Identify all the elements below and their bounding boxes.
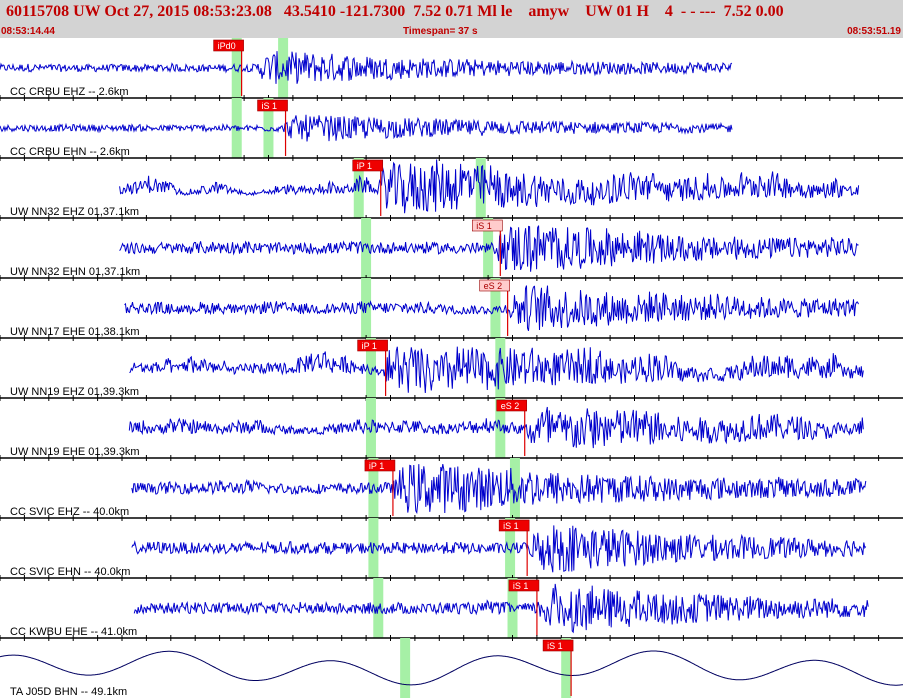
pick-label-box-4-1[interactable] [472,219,503,232]
pick-label-box-11-1[interactable] [542,639,574,652]
predicted-window-9-2 [505,518,516,578]
pick-label-7-1[interactable]: eS 2 [501,401,520,411]
station-label-6: UW NN19 EHZ 01,39.3km [10,386,139,398]
pick-label-box-8-1[interactable] [364,459,396,472]
station-label-1: CC CRBU EHZ -- 2.6km [10,86,129,98]
predicted-window-8-1 [368,458,379,518]
pick-label-3-1[interactable]: iP 1 [357,161,372,171]
pick-label-box-2-1[interactable] [257,99,288,112]
event-summary-line: 60115708 UW Oct 27, 2015 08:53:23.08 43.… [6,3,784,20]
pick-label-box-6-1[interactable] [357,339,388,352]
station-label-11: TA J05D BHN -- 49.1km [10,686,127,698]
seismogram-panel[interactable]: iPd0 CC CRBU EHZ -- 2.6km iS 1 CC CRBU EHN … [0,38,903,700]
waveform-trace-9 [131,525,867,573]
station-label-2: CC CRBU EHN -- 2.6km [10,146,130,158]
predicted-window-11-1 [400,638,411,698]
timespan-label: Timespan= 37 s [403,26,478,37]
pick-label-box-7-1[interactable] [496,399,528,412]
station-label-10: CC KWBU EHE -- 41.0km [10,626,137,638]
waveform-trace-5 [124,285,859,331]
pick-label-2-1[interactable]: iS 1 [262,101,278,111]
waveform-trace-2 [0,114,733,142]
predicted-window-5-2 [490,278,501,338]
pick-label-box-5-1[interactable] [479,279,510,292]
waveform-trace-3 [119,159,860,214]
waveform-trace-7 [128,406,864,449]
pick-label-6-1[interactable]: iP 1 [362,341,377,351]
waveform-trace-10 [133,583,869,634]
predicted-window-11-2 [561,638,572,698]
pick-label-11-1[interactable]: iS 1 [547,641,563,651]
pick-label-box-9-1[interactable] [498,519,530,532]
waveform-trace-8 [131,464,867,515]
event-header: 60115708 UW Oct 27, 2015 08:53:23.08 43.… [0,0,903,38]
station-label-3: UW NN32 EHZ 01,37.1km [10,206,139,218]
pick-label-8-1[interactable]: iP 1 [369,461,384,471]
pick-label-box-10-1[interactable] [508,579,540,592]
predicted-window-6-1 [365,338,376,398]
predicted-window-6-2 [495,338,506,398]
pick-label-1-1[interactable]: iPd0 [218,41,236,51]
station-label-7: UW NN19 EHE 01,39.3km [10,446,140,458]
station-label-9: CC SVIC EHN -- 40.0km [10,566,130,578]
pick-label-box-1-1[interactable] [213,39,244,52]
predicted-window-8-2 [509,458,520,518]
predicted-window-7-1 [365,398,376,458]
station-label-8: CC SVIC EHZ -- 40.0km [10,506,129,518]
pick-label-9-1[interactable]: iS 1 [503,521,519,531]
pick-label-10-1[interactable]: iS 1 [513,581,529,591]
pick-label-box-3-1[interactable] [352,159,384,172]
pick-label-5-1[interactable]: eS 2 [484,281,503,291]
waveform-trace-1 [0,51,733,84]
pick-label-4-1[interactable]: iS 1 [476,221,492,231]
end-time-label: 08:53:51.19 [847,26,901,37]
predicted-window-2-2 [263,98,274,158]
predicted-window-1-1 [231,38,242,98]
station-label-5: UW NN17 EHE 01,38.1km [10,326,140,338]
start-time-label: 08:53:14.44 [1,26,55,37]
waveform-trace-4 [119,225,859,272]
station-label-4: UW NN32 EHN 01,37.1km [10,266,140,278]
waveform-trace-11 [0,650,903,686]
predicted-window-4-1 [361,218,372,278]
waveform-trace-6 [129,346,864,394]
